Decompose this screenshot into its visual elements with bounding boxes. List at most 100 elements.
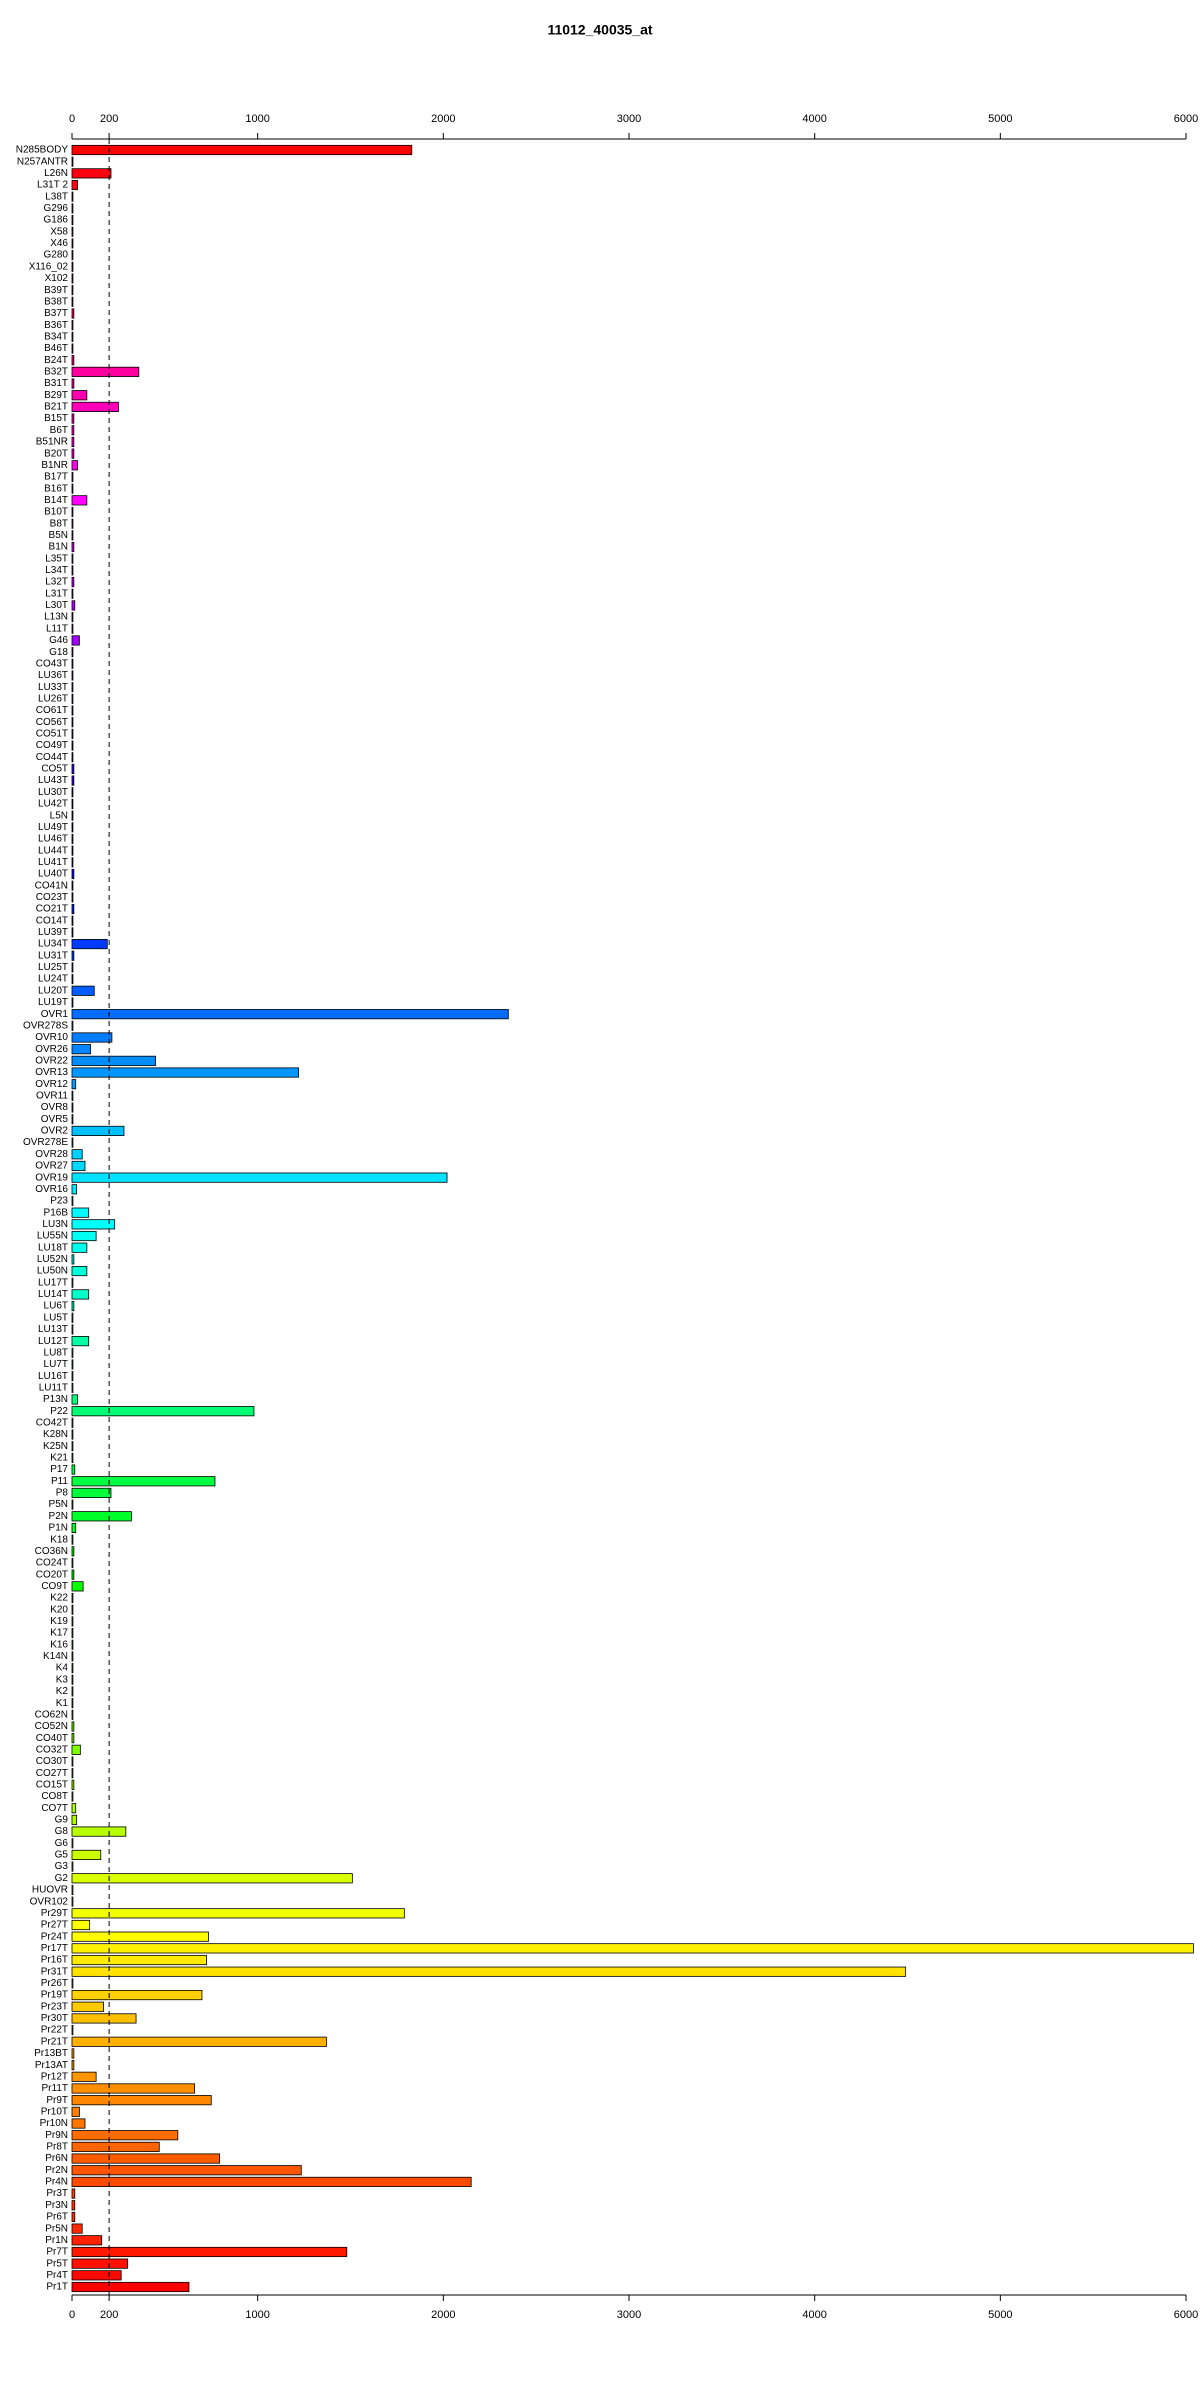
bar — [71, 1721, 75, 1732]
bar — [71, 1009, 509, 1020]
y-tick-label: OVR1 — [41, 1009, 69, 1020]
bar — [71, 2165, 302, 2176]
y-tick-label: CO20T — [36, 1569, 68, 1580]
bar — [71, 1838, 74, 1849]
bar — [71, 1616, 74, 1627]
y-tick-label: G186 — [44, 215, 69, 226]
x-tick-label: 3000 — [617, 2309, 641, 2321]
y-tick-label: G280 — [44, 250, 69, 261]
bar — [71, 1137, 74, 1148]
bar — [71, 1289, 90, 1300]
bar — [71, 1090, 74, 1101]
bar — [71, 2130, 179, 2141]
bar — [71, 1417, 74, 1428]
y-tick-label: CO51T — [36, 729, 68, 740]
bar — [71, 541, 75, 553]
y-tick-label: OVR11 — [36, 1091, 68, 1102]
bar — [71, 1032, 113, 1043]
bar — [71, 1581, 84, 1592]
bar — [71, 717, 74, 728]
y-tick-label: P11 — [51, 1476, 68, 1487]
y-tick-label: CO32T — [36, 1744, 68, 1755]
bar — [71, 1627, 74, 1639]
y-tick-label: OVR278S — [23, 1020, 68, 1031]
y-tick-label: Pr21T — [41, 2036, 68, 2047]
y-tick-label: LU5T — [44, 1312, 68, 1323]
bar — [71, 273, 74, 284]
x-tick-label: 3000 — [617, 113, 641, 125]
bar — [71, 939, 108, 950]
x-tick-label: 0 — [69, 2309, 75, 2321]
y-tick-label: LU20T — [38, 985, 68, 996]
y-tick-label: LU26T — [38, 693, 68, 704]
y-tick-label: Pr19T — [41, 1990, 68, 2001]
bar — [71, 226, 74, 237]
y-tick-label: B14T — [44, 495, 68, 506]
y-tick-label: L26N — [44, 168, 68, 179]
bar — [71, 1219, 116, 1230]
bar — [71, 2048, 75, 2059]
y-tick-label: OVR27 — [35, 1161, 68, 1172]
bar — [71, 1604, 74, 1615]
bar — [71, 1546, 75, 1557]
y-tick-label: B17T — [44, 472, 68, 483]
y-tick-label: B34T — [44, 331, 68, 342]
bar — [71, 401, 119, 412]
bar — [71, 1884, 74, 1896]
x-tick-label: 200 — [100, 2309, 118, 2321]
bar — [71, 810, 74, 821]
bar — [71, 1569, 75, 1580]
y-tick-label: LU49T — [38, 822, 68, 833]
bar — [71, 880, 74, 891]
x-tick-label: 4000 — [802, 113, 826, 125]
y-tick-label: B39T — [44, 285, 68, 296]
y-tick-label: K2 — [56, 1686, 69, 1697]
y-tick-label: Pr16T — [41, 1955, 68, 1966]
bar — [71, 903, 75, 915]
y-tick-label: L34T — [45, 565, 68, 576]
y-tick-label: LU39T — [38, 927, 68, 938]
x-tick-label: 5000 — [988, 2309, 1012, 2321]
y-tick-label: CO41N — [35, 880, 68, 891]
bar — [71, 1686, 74, 1697]
y-tick-label: LU50N — [37, 1266, 68, 1277]
y-tick-label: OVR102 — [30, 1896, 69, 1907]
y-tick-label: Pr7T — [46, 2247, 68, 2258]
y-tick-label: LU30T — [38, 787, 68, 798]
bar — [71, 822, 74, 833]
y-tick-label: Pr6T — [46, 2212, 68, 2223]
bar — [71, 1067, 299, 1078]
bar — [71, 1429, 74, 1440]
y-tick-label: Pr10T — [41, 2106, 68, 2117]
y-tick-label: B46T — [44, 343, 68, 354]
y-tick-label: P5N — [49, 1499, 68, 1510]
y-tick-label: CO14T — [36, 915, 68, 926]
y-tick-label: K17 — [50, 1628, 68, 1639]
y-tick-label: L35T — [45, 553, 68, 564]
y-tick-label: LU24T — [38, 974, 68, 985]
bar — [71, 1499, 74, 1510]
bar — [71, 658, 74, 669]
bar — [71, 261, 74, 272]
y-tick-label: Pr13BT — [34, 2048, 68, 2059]
y-tick-label: X58 — [50, 226, 68, 237]
bar — [71, 588, 74, 599]
bar — [71, 1814, 78, 1825]
bar — [71, 1160, 86, 1172]
bar — [71, 1639, 74, 1650]
y-tick-label: Pr12T — [41, 2071, 68, 2082]
y-tick-label: CO5T — [41, 764, 68, 775]
y-tick-label: Pr8T — [46, 2142, 68, 2153]
y-tick-label: B8T — [50, 518, 68, 529]
y-tick-label: G3 — [55, 1861, 69, 1872]
bar — [71, 1242, 88, 1253]
bar — [71, 1079, 77, 1090]
bar — [71, 1195, 74, 1207]
y-tick-label: L13N — [44, 612, 68, 623]
bar — [71, 1522, 77, 1534]
bar — [71, 1359, 74, 1370]
y-tick-label: CO49T — [36, 740, 68, 751]
bar — [71, 1896, 74, 1907]
bar — [71, 600, 76, 611]
y-tick-label: B16T — [44, 483, 68, 494]
